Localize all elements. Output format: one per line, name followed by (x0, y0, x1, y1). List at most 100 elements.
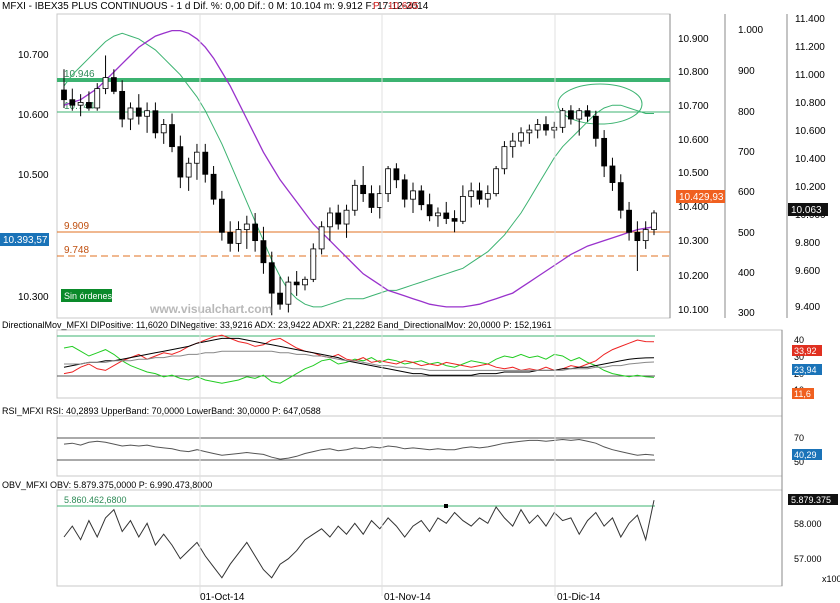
candle-body[interactable] (177, 146, 184, 178)
candle-body[interactable] (210, 173, 217, 200)
candle-body[interactable] (110, 77, 117, 92)
candle-body[interactable] (501, 146, 508, 170)
series-dipositive-line[interactable] (63, 345, 655, 384)
candle-body[interactable] (227, 231, 234, 244)
candle-body[interactable] (277, 292, 283, 305)
candle-body[interactable] (302, 278, 308, 286)
series-obv-line[interactable] (63, 500, 655, 579)
candle-body[interactable] (385, 168, 391, 195)
candle-body[interactable] (94, 88, 101, 109)
candle-body[interactable] (534, 124, 541, 131)
candle-body[interactable] (152, 110, 159, 134)
candle-body[interactable] (526, 129, 533, 134)
level-label-3: 9.909 (64, 221, 89, 232)
candle-body[interactable] (135, 107, 142, 117)
rsi-marker-label: 40,29 (794, 450, 817, 460)
series-rsi-line[interactable] (63, 438, 655, 460)
annotation-ellipse[interactable] (557, 83, 643, 125)
mid-tick-1: 10.900 (678, 34, 709, 45)
candle-body[interactable] (351, 184, 358, 211)
candle-body[interactable] (584, 110, 591, 117)
candle-body[interactable] (343, 209, 350, 225)
candle-body[interactable] (77, 102, 84, 106)
candle-body[interactable] (127, 107, 134, 120)
candle-body[interactable] (360, 184, 367, 195)
candle-body[interactable] (202, 151, 209, 175)
candle-body[interactable] (634, 231, 641, 242)
overlay-bollinger-line[interactable] (63, 32, 654, 308)
mid-tick-8: 10.200 (678, 271, 709, 282)
candle-body[interactable] (119, 90, 126, 120)
candle-body[interactable] (476, 190, 483, 200)
overlay-ma-line[interactable] (63, 29, 655, 308)
candle-body[interactable] (426, 204, 433, 217)
dmi-marker-adx (792, 364, 822, 375)
dmi-lines (63, 334, 655, 384)
right-tick-6: 10.400 (795, 154, 826, 165)
right-tick-3: 11.000 (795, 70, 825, 81)
mid-price-marker (676, 190, 725, 203)
candle-body[interactable] (559, 110, 566, 128)
candle-body[interactable] (543, 124, 549, 131)
orders-badge[interactable] (61, 289, 112, 302)
candle-body[interactable] (410, 190, 416, 200)
candle-body[interactable] (185, 162, 192, 178)
candle-body[interactable] (169, 124, 175, 148)
candle-body[interactable] (293, 281, 300, 286)
candle-body[interactable] (459, 195, 466, 222)
obv-level-point[interactable] (444, 504, 448, 508)
candle-body[interactable] (327, 212, 333, 228)
candle-body[interactable] (601, 137, 608, 167)
dmi-tick-2: 30 (794, 352, 804, 362)
candle-body[interactable] (568, 110, 574, 120)
candle-body[interactable] (235, 229, 242, 244)
rsi-tick-1: 70 (794, 433, 804, 443)
rsi-legend: RSI_MFXI RSI: 40,2893 UpperBand: 70,0000… (2, 406, 321, 416)
candle-body[interactable] (551, 126, 558, 131)
candle-body[interactable] (268, 262, 275, 294)
right-tick-5: 10.600 (795, 126, 826, 137)
rsi-marker (792, 449, 822, 460)
candle-body[interactable] (518, 132, 524, 142)
candle-body[interactable] (484, 193, 491, 200)
right-tick-10: 9.600 (795, 266, 820, 277)
candle-body[interactable] (260, 240, 267, 264)
candle-body[interactable] (592, 115, 599, 139)
candle-body[interactable] (310, 248, 317, 280)
candle-body[interactable] (144, 110, 150, 117)
candle-body[interactable] (609, 165, 616, 183)
candle-body[interactable] (393, 168, 400, 181)
candle-body[interactable] (401, 179, 408, 200)
candle-body[interactable] (86, 102, 92, 109)
candle-body[interactable] (626, 209, 632, 233)
candle-body[interactable] (160, 124, 167, 134)
candle-body[interactable] (509, 140, 516, 148)
candle-body[interactable] (493, 168, 500, 195)
obv-tick-1: 58.000 (794, 519, 822, 529)
candle-body[interactable] (468, 190, 475, 197)
candle-body[interactable] (218, 198, 225, 233)
candle-body[interactable] (617, 182, 624, 211)
dmi-marker-plus (792, 388, 814, 399)
candle-body[interactable] (252, 223, 259, 242)
candle-body[interactable] (102, 77, 109, 90)
candle-body[interactable] (418, 190, 425, 206)
candle-body[interactable] (443, 212, 450, 219)
candle-body[interactable] (194, 151, 200, 164)
candle-body[interactable] (335, 212, 342, 225)
series-adxr-line[interactable] (64, 350, 655, 371)
candle-body[interactable] (642, 229, 649, 242)
candle-body[interactable] (368, 193, 375, 208)
mid-tick-6: 10.400 (678, 202, 709, 213)
candle-body[interactable] (318, 226, 325, 250)
candle-body[interactable] (435, 212, 441, 217)
header-price: P : 10.645 (373, 1, 419, 12)
candle-body[interactable] (243, 223, 250, 230)
candle-body[interactable] (651, 212, 657, 230)
candle-body[interactable] (451, 218, 458, 222)
right-tick-7: 10.200 (795, 182, 826, 193)
candle-body[interactable] (285, 281, 292, 305)
candle-body[interactable] (576, 110, 583, 120)
candle-body[interactable] (69, 99, 76, 106)
candle-body[interactable] (61, 89, 67, 101)
